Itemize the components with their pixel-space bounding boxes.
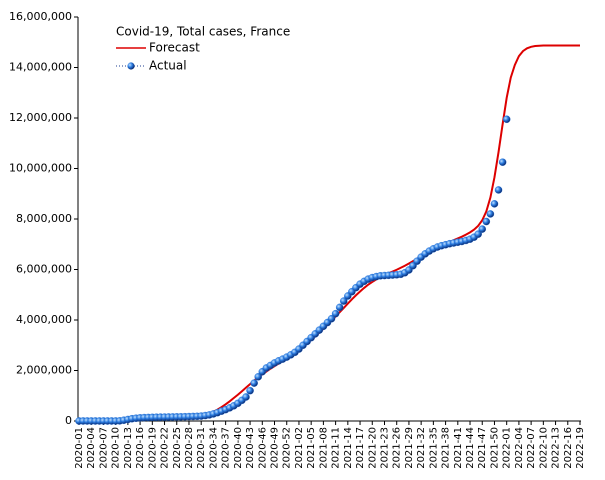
actual-marker bbox=[331, 309, 340, 318]
y-tick-label: 8,000,000 bbox=[16, 212, 72, 225]
actual-marker bbox=[474, 230, 482, 238]
actual-marker bbox=[246, 386, 254, 395]
x-tick-label: 2021-44 bbox=[465, 427, 476, 469]
x-tick-label: 2021-14 bbox=[343, 427, 354, 469]
actual-marker bbox=[502, 115, 511, 124]
actual-marker bbox=[494, 186, 503, 194]
x-tick-label: 2021-23 bbox=[379, 427, 390, 469]
y-tick-label: 12,000,000 bbox=[9, 111, 72, 124]
x-tick-label: 2021-02 bbox=[294, 427, 305, 469]
x-tick-label: 2020-43 bbox=[245, 427, 256, 469]
x-tick-label: 2020-19 bbox=[147, 427, 158, 469]
x-tick-label: 2020-40 bbox=[233, 427, 244, 469]
x-tick-label: 2021-20 bbox=[367, 427, 378, 469]
actual-marker bbox=[482, 217, 491, 226]
x-tick-label: 2021-11 bbox=[331, 427, 342, 469]
y-tick-label: 14,000,000 bbox=[9, 61, 72, 74]
x-tick-label: 2021-17 bbox=[355, 427, 366, 469]
x-tick-label: 2021-08 bbox=[318, 427, 329, 469]
x-tick-label: 2022-19 bbox=[575, 427, 586, 469]
x-tick-label: 2020-46 bbox=[257, 427, 268, 469]
x-tick-label: 2020-52 bbox=[282, 427, 293, 469]
x-tick-label: 2021-35 bbox=[428, 427, 439, 469]
actual-marker bbox=[254, 373, 262, 381]
y-tick-label: 10,000,000 bbox=[9, 162, 72, 175]
actual-marker bbox=[250, 379, 258, 387]
forecast-line bbox=[79, 44, 580, 422]
x-tick-label: 2020-25 bbox=[172, 427, 183, 469]
actual-marker bbox=[327, 314, 336, 323]
x-tick-label: 2020-13 bbox=[123, 427, 134, 469]
x-tick-label: 2020-10 bbox=[111, 427, 122, 469]
actual-marker bbox=[340, 297, 348, 305]
x-tick-label: 2020-22 bbox=[160, 427, 171, 469]
actual-marker bbox=[478, 225, 486, 233]
legend-label: Actual bbox=[149, 59, 187, 73]
x-tick-label: 2020-04 bbox=[86, 427, 97, 469]
legend: Covid-19, Total cases, France Forecast Ac… bbox=[116, 25, 290, 73]
x-tick-label: 2021-26 bbox=[392, 427, 403, 469]
x-tick-label: 2020-31 bbox=[196, 427, 207, 469]
x-tick-label: 2022-13 bbox=[551, 427, 562, 469]
x-tick-label: 2021-05 bbox=[306, 427, 317, 469]
x-tick-label: 2021-50 bbox=[489, 427, 500, 469]
actual-marker bbox=[498, 158, 507, 166]
x-tick-label: 2021-29 bbox=[404, 427, 415, 469]
y-tick-label: 6,000,000 bbox=[16, 263, 72, 276]
x-tick-label: 2022-01 bbox=[502, 427, 513, 469]
actual-marker bbox=[486, 210, 495, 218]
x-tick-label: 2020-01 bbox=[74, 427, 85, 469]
y-tick-label: 0 bbox=[65, 414, 72, 427]
x-tick-label: 2022-07 bbox=[526, 427, 537, 469]
x-tick-label: 2021-41 bbox=[453, 427, 464, 469]
x-tick-label: 2022-10 bbox=[538, 427, 549, 469]
legend-title: Covid-19, Total cases, France bbox=[116, 25, 290, 39]
x-tick-label: 2021-47 bbox=[477, 427, 488, 469]
x-tick-label: 2022-04 bbox=[514, 427, 525, 469]
legend-marker bbox=[127, 62, 135, 70]
y-tick-label: 16,000,000 bbox=[9, 10, 72, 23]
x-tick-label: 2021-32 bbox=[416, 427, 427, 469]
x-tick-label: 2020-34 bbox=[208, 427, 219, 469]
x-tick-label: 2020-49 bbox=[270, 427, 281, 469]
x-tick-label: 2020-07 bbox=[98, 427, 109, 469]
y-tick-label: 4,000,000 bbox=[16, 313, 72, 326]
actual-marker bbox=[242, 393, 250, 401]
x-tick-label: 2020-28 bbox=[184, 427, 195, 469]
x-tick-label: 2020-37 bbox=[221, 427, 232, 469]
actual-marker bbox=[490, 200, 499, 208]
legend-label: Forecast bbox=[149, 41, 200, 55]
x-tick-label: 2022-16 bbox=[563, 427, 574, 469]
x-tick-label: 2021-38 bbox=[441, 427, 452, 469]
x-tick-label: 2020-16 bbox=[135, 427, 146, 469]
y-tick-label: 2,000,000 bbox=[16, 364, 72, 377]
actual-marker bbox=[335, 303, 344, 312]
